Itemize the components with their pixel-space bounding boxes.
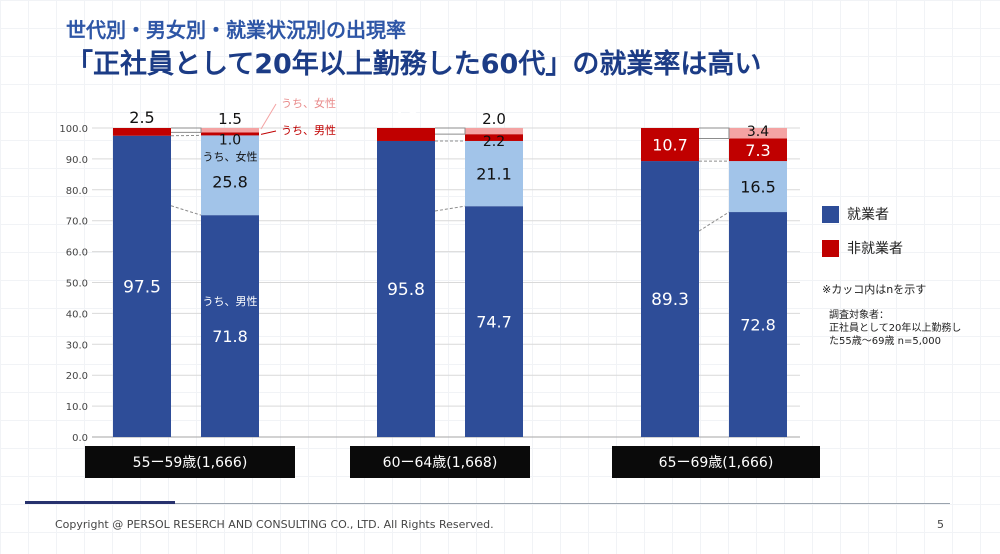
survey-line-2: た55歳～69歳 n=5,000 — [829, 336, 941, 347]
y-tick-label: 60.0 — [66, 248, 88, 259]
bar-female-employed — [465, 140, 523, 207]
connector-line — [434, 205, 466, 212]
bar-female-not-employed — [465, 128, 523, 135]
legend-item-employed: 就業者 — [822, 203, 903, 225]
bar-male-employed — [465, 206, 523, 437]
copyright-text: Copyright @ PERSOL RESERCH AND CONSULTIN… — [55, 518, 494, 531]
sample-size-note: ※カッコ内はnを示す — [822, 283, 927, 296]
bar-male-not-employed — [729, 138, 787, 162]
y-tick-label: 90.0 — [66, 155, 88, 166]
survey-title: 調査対象者： — [829, 310, 889, 321]
annotation-leader-male — [260, 130, 277, 135]
group-label: 65ー69歳(1,666) — [612, 446, 820, 478]
survey-line-1: 正社員として20年以上勤務し — [829, 323, 962, 334]
y-tick-label: 70.0 — [66, 217, 88, 228]
data-label-female-employed: 21.1 — [476, 165, 512, 184]
data-label-male-employed: 74.7 — [476, 313, 512, 332]
data-label-employed-total: 89.3 — [651, 290, 689, 310]
survey-target-note: 調査対象者： 正社員として20年以上勤務し た55歳～69歳 n=5,000 — [829, 309, 961, 348]
bar-not-employed-total — [377, 128, 435, 141]
bar-female-employed — [729, 161, 787, 213]
bar-female-not-employed — [201, 128, 259, 133]
data-label-employed-total: 95.8 — [387, 280, 425, 300]
annotation-leader-female — [260, 103, 277, 130]
connector-box — [171, 127, 202, 133]
footer-divider — [25, 503, 950, 504]
bar-employed-total — [641, 161, 699, 438]
data-label-not-employed-total: 2.5 — [129, 108, 154, 127]
data-label-male-employed: 71.8 — [212, 327, 248, 346]
data-label-employed-total: 97.5 — [123, 277, 161, 297]
legend-label-not-employed: 非就業者 — [847, 241, 903, 257]
y-tick-label: 30.0 — [66, 340, 88, 351]
y-tick-label: 50.0 — [66, 279, 88, 290]
legend-item-not-employed: 非就業者 — [822, 237, 903, 259]
data-label-male-not-employed: 1.0 — [219, 132, 241, 148]
y-tick-label: 100.0 — [59, 124, 88, 135]
bar-employed-total — [377, 140, 435, 437]
y-tick-label: 0.0 — [72, 433, 88, 444]
legend-swatch-employed — [822, 205, 839, 223]
data-label-not-employed-total: 4.2 — [393, 108, 418, 127]
annotation-female-employed: うち、女性 — [203, 149, 258, 163]
legend-label-employed: 就業者 — [847, 207, 889, 223]
bar-female-not-employed — [729, 128, 787, 139]
annotation-male-not-employed: うち、男性 — [281, 123, 336, 137]
data-label-not-employed-total: 10.7 — [652, 136, 688, 155]
bar-male-not-employed — [201, 132, 259, 136]
data-label-female-not-employed: 1.5 — [218, 110, 242, 128]
connector-line — [170, 205, 202, 216]
bar-female-employed — [201, 135, 259, 216]
bar-male-employed — [729, 212, 787, 437]
footer-accent-bar — [25, 501, 175, 504]
legend: 就業者 非就業者 — [822, 203, 903, 259]
legend-swatch-not-employed — [822, 239, 839, 257]
y-tick-label: 40.0 — [66, 309, 88, 320]
bar-not-employed-total — [113, 128, 171, 136]
annotation-male-employed: うち、男性 — [203, 294, 258, 308]
data-label-female-not-employed: 3.4 — [747, 124, 769, 140]
annotation-female-not-employed: うち、女性 — [281, 96, 336, 110]
bar-not-employed-total — [641, 128, 699, 162]
data-label-female-not-employed: 2.0 — [482, 110, 506, 128]
group-label: 60ー64歳(1,668) — [350, 446, 530, 478]
data-label-male-not-employed: 2.2 — [483, 134, 505, 150]
chart-subtitle: 世代別・男女別・就業状況別の出現率 — [66, 18, 406, 42]
page-number: 5 — [937, 518, 944, 531]
connector-box — [699, 127, 730, 140]
connector-line — [698, 211, 730, 232]
y-tick-label: 80.0 — [66, 186, 88, 197]
data-label-male-employed: 72.8 — [740, 316, 776, 335]
bar-employed-total — [113, 135, 171, 437]
chart-title: 「正社員として20年以上勤務した60代」の就業率は高い — [66, 49, 762, 80]
bar-male-employed — [201, 215, 259, 437]
group-label: 55ー59歳(1,666) — [85, 446, 295, 478]
connector-box — [435, 127, 466, 135]
y-tick-label: 20.0 — [66, 371, 88, 382]
data-label-female-employed: 16.5 — [740, 178, 776, 197]
data-label-male-not-employed: 7.3 — [745, 141, 770, 160]
data-label-female-employed: 25.8 — [212, 172, 248, 191]
bar-male-not-employed — [465, 134, 523, 141]
y-tick-label: 10.0 — [66, 402, 88, 413]
